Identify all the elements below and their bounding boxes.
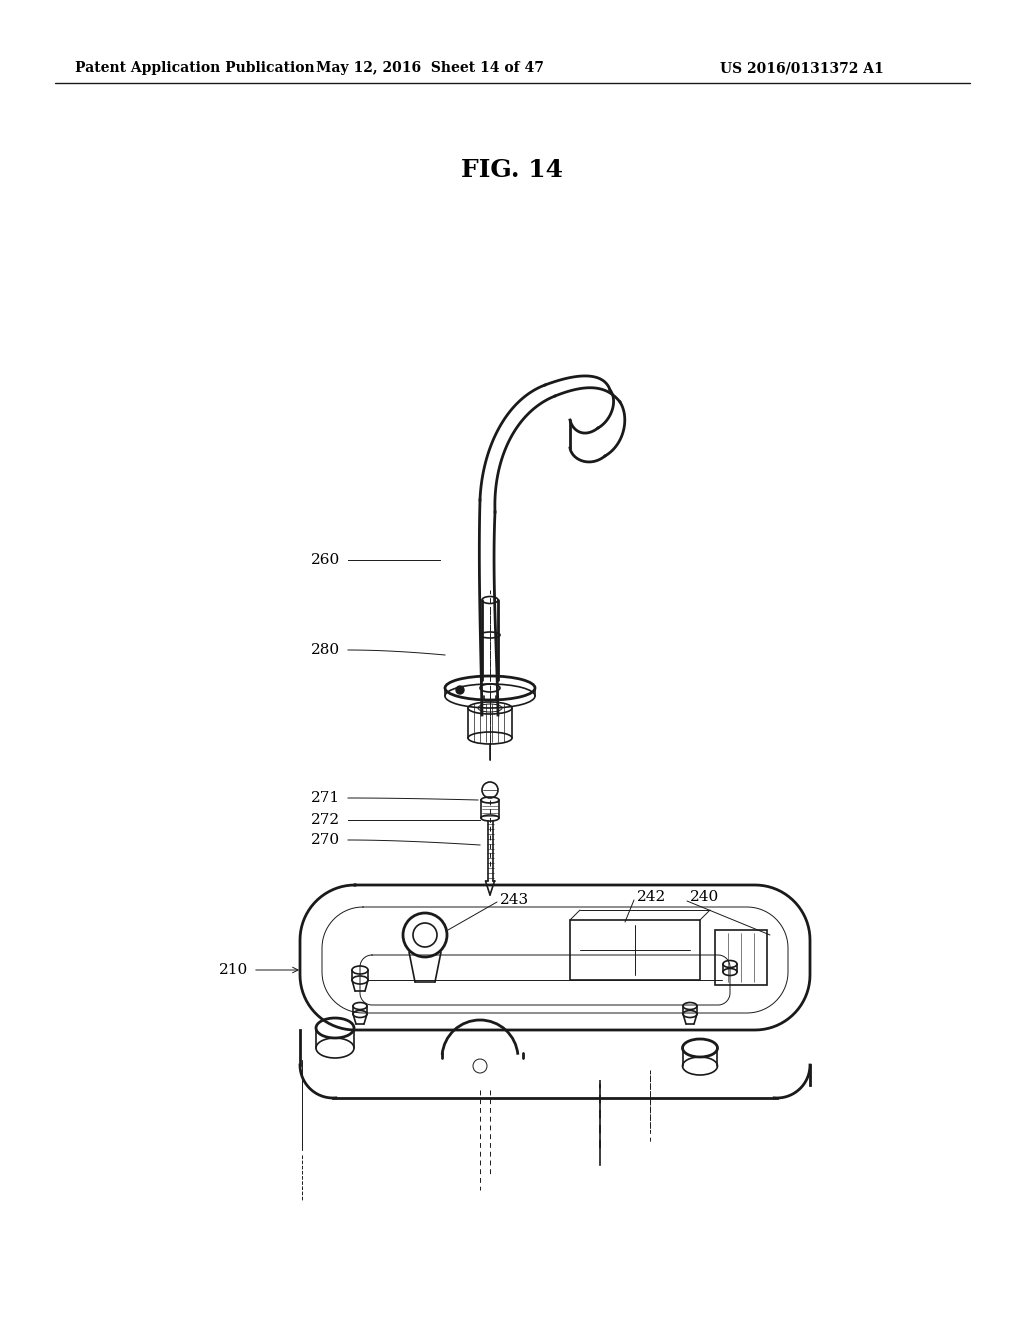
Text: May 12, 2016  Sheet 14 of 47: May 12, 2016 Sheet 14 of 47 [316,61,544,75]
Text: 260: 260 [310,553,340,568]
Text: Patent Application Publication: Patent Application Publication [75,61,314,75]
Text: 271: 271 [311,791,340,805]
Text: US 2016/0131372 A1: US 2016/0131372 A1 [720,61,884,75]
Circle shape [456,686,464,694]
Bar [715,931,767,985]
Bar [570,920,700,979]
Text: 243: 243 [500,894,529,907]
Text: 242: 242 [637,890,667,904]
Text: 280: 280 [311,643,340,657]
Text: FIG. 14: FIG. 14 [461,158,563,182]
Text: 240: 240 [690,890,719,904]
Text: 272: 272 [311,813,340,828]
Text: 270: 270 [311,833,340,847]
Text: 210: 210 [219,964,248,977]
